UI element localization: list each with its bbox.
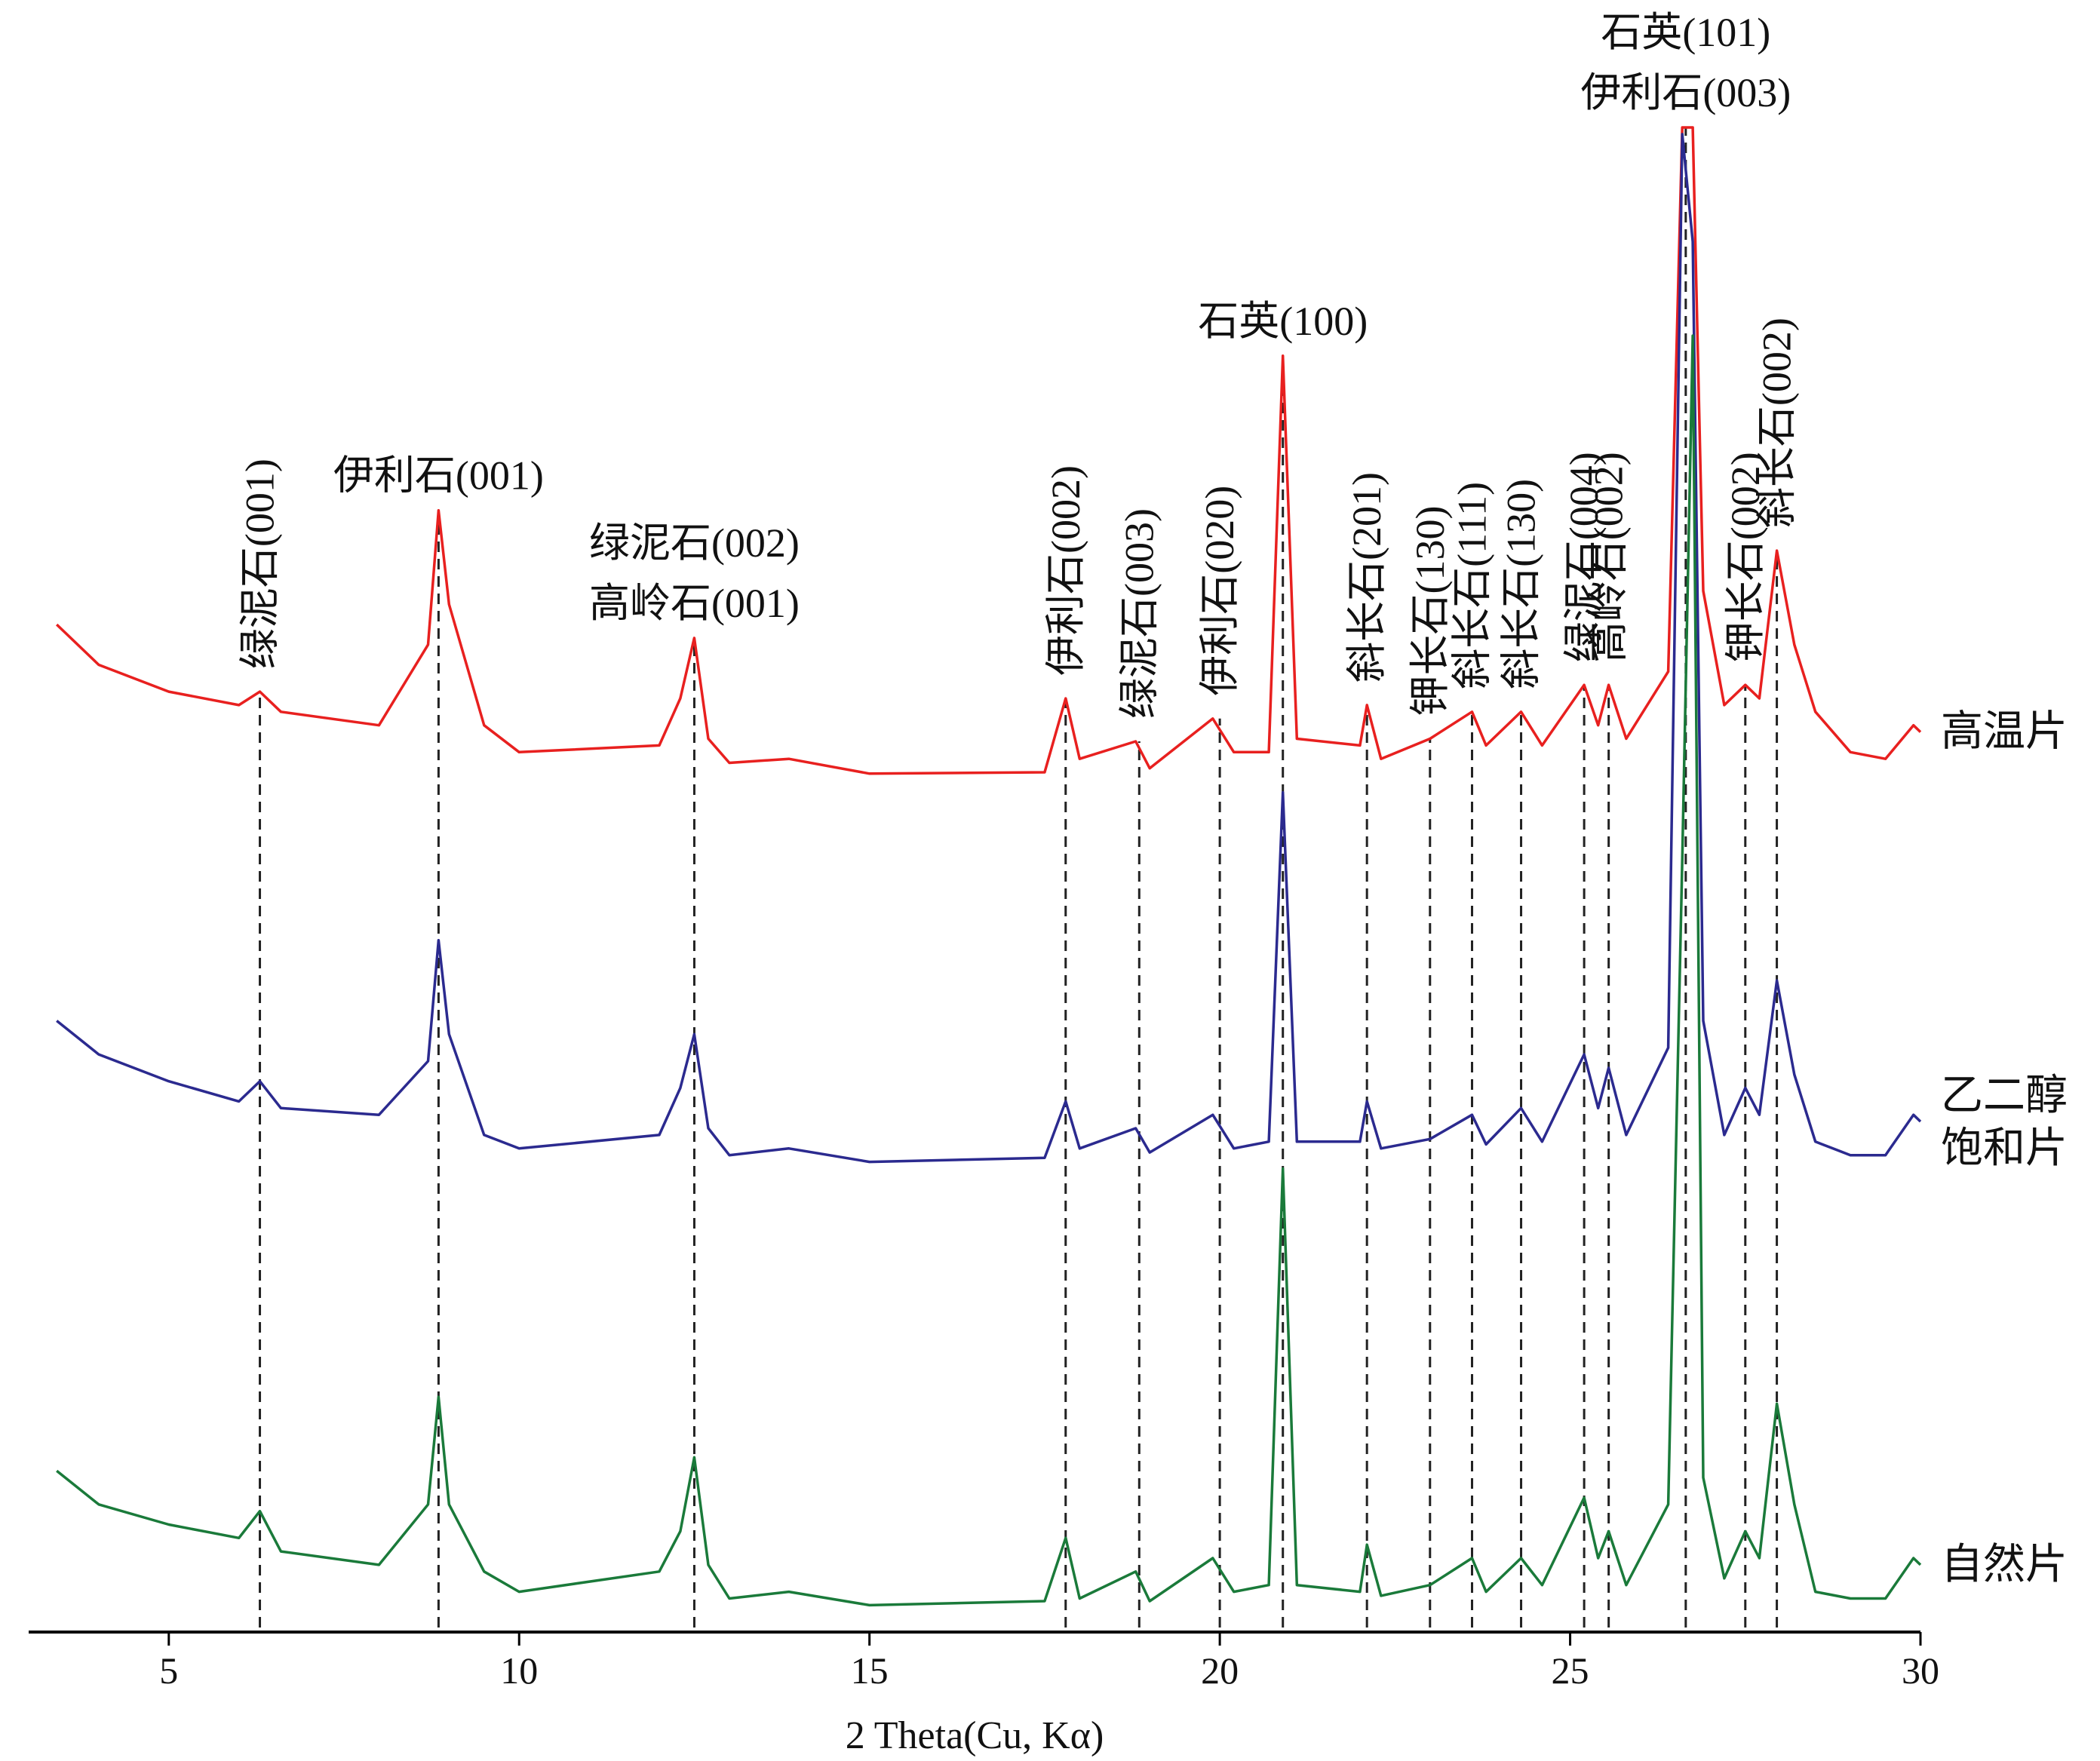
peak-label: 钾长石(002) [1723,452,1768,662]
peak-label: 伊利石(003) [1580,70,1791,115]
peak-label: 伊利石(001) [333,453,544,499]
series-label-line: 饱和片 [1941,1125,2068,1172]
series-label: 高温片 [1941,709,2068,756]
peak-label: 绿泥石(001) [238,459,283,669]
peak-label: 伊利石(002) [1043,465,1088,676]
peak-label: 绿泥石(003) [1116,508,1162,719]
x-tick-label: 10 [500,1649,538,1692]
peak-label: 石英(100) [1198,299,1368,344]
peak-label: 斜长石(111) [1450,482,1495,689]
peak-label: 伊利石(020) [1197,486,1242,696]
x-tick-label: 15 [851,1649,889,1692]
peak-label: 斜长石(201) [1344,472,1389,683]
series-label: 自然片 [1941,1542,2068,1588]
peak-label: 斜长石(130) [1499,479,1544,689]
peak-label: 高岭石(002) [1586,452,1632,662]
peak-label: 绿泥石(002) [589,520,800,566]
x-axis-label: 2 Theta(Cu, Kα) [846,1714,1104,1757]
peak-label: 斜长石(002) [1755,318,1800,528]
peak-label: 绿泥石(004) [1561,452,1607,662]
xrd-trace [56,334,1922,1607]
peak-label: 石英(101) [1601,10,1770,55]
x-tick-label: 25 [1552,1649,1589,1692]
x-tick-label: 30 [1902,1649,1939,1692]
xrd-trace [55,126,1922,775]
series-label-line: 乙二醇 [1941,1072,2068,1119]
x-tick-label: 20 [1201,1649,1239,1692]
series-label: 乙二醇饱和片 [1941,1072,2068,1172]
peak-label: 高岭石(001) [589,581,800,626]
x-tick-label: 5 [159,1649,178,1692]
peak-label: 钾长石(130) [1408,506,1453,716]
xrd-trace [56,133,1922,1164]
